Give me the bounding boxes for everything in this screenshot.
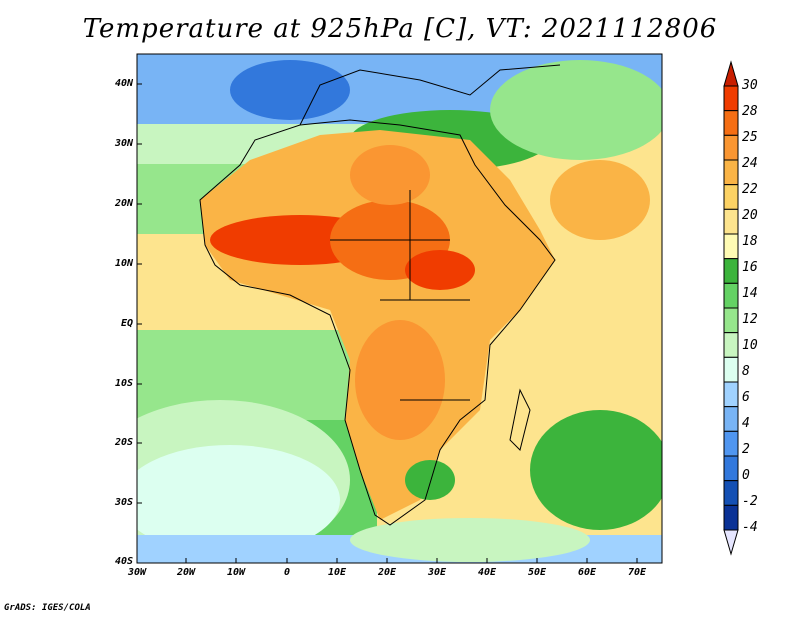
colorbar-segment — [723, 208, 739, 235]
credit-text: GrADS: IGES/COLA — [4, 603, 91, 613]
lat-label: 30S — [114, 497, 133, 508]
lat-label: 10S — [114, 378, 133, 389]
lat-label: 40N — [114, 78, 133, 89]
lat-label: 30N — [114, 138, 133, 149]
colorbar-label: 0 — [742, 468, 750, 483]
colorbar-segment — [723, 159, 739, 186]
lat-label: EQ — [120, 318, 133, 329]
lon-label: 10E — [327, 567, 347, 578]
colorbar-label: 20 — [742, 208, 758, 223]
lon-label: 70E — [627, 567, 647, 578]
lon-label: 30W — [127, 567, 147, 578]
colorbar-segment — [723, 455, 739, 482]
colorbar-label: 6 — [742, 390, 750, 405]
colorbar-segment — [723, 134, 739, 161]
map-frame — [136, 53, 663, 564]
lon-label: 20E — [377, 567, 397, 578]
colorbar-segment — [723, 504, 739, 531]
lon-label: 30E — [427, 567, 447, 578]
colorbar-label: 28 — [742, 104, 758, 119]
lon-label: 40E — [477, 567, 497, 578]
colorbar-segment — [723, 258, 739, 284]
lon-label: 20W — [176, 567, 196, 578]
colorbar-segment — [723, 85, 739, 112]
lon-label: 60E — [577, 567, 597, 578]
colorbar-label: 14 — [742, 286, 758, 301]
temperature-field — [137, 54, 662, 563]
axis-ticks — [137, 83, 638, 563]
colorbar-segment — [723, 307, 739, 334]
colorbar-label: 25 — [742, 130, 758, 145]
colorbar-segment — [723, 356, 739, 383]
colorbar-label: 24 — [742, 156, 758, 171]
colorbar-top-triangle — [723, 60, 739, 87]
colorbar-label: -2 — [742, 494, 758, 509]
colorbar-label: 18 — [742, 234, 758, 249]
colorbar-segment — [723, 381, 739, 408]
colorbar-segment — [723, 480, 739, 506]
lat-label: 20S — [114, 437, 133, 448]
colorbar-bottom-triangle — [723, 529, 739, 556]
colorbar-label: 22 — [742, 182, 758, 197]
colorbar-label: 30 — [742, 78, 758, 93]
lon-label: 50E — [527, 567, 547, 578]
colorbar-segment — [723, 233, 739, 260]
lat-label: 40S — [114, 556, 133, 567]
colorbar-segment — [723, 282, 739, 309]
colorbar — [723, 60, 739, 556]
colorbar-label: 10 — [742, 338, 758, 353]
colorbar-segment — [723, 332, 739, 358]
lon-label: 10W — [226, 567, 246, 578]
chart-title: Temperature at 925hPa [C], VT: 202111280… — [82, 14, 718, 44]
lat-label: 10N — [114, 258, 133, 269]
colorbar-segment — [723, 110, 739, 136]
colorbar-label: 4 — [742, 416, 750, 431]
colorbar-segment — [723, 430, 739, 457]
colorbar-segment — [723, 406, 739, 432]
colorbar-label: 16 — [742, 260, 758, 275]
colorbar-label: 12 — [742, 312, 758, 327]
colorbar-label: 8 — [742, 364, 750, 379]
colorbar-label: 2 — [742, 442, 750, 457]
colorbar-label: -4 — [742, 520, 758, 535]
colorbar-segment — [723, 184, 739, 210]
coastlines — [199, 64, 561, 526]
lat-label: 20N — [114, 198, 133, 209]
lon-label: 0 — [283, 567, 291, 578]
